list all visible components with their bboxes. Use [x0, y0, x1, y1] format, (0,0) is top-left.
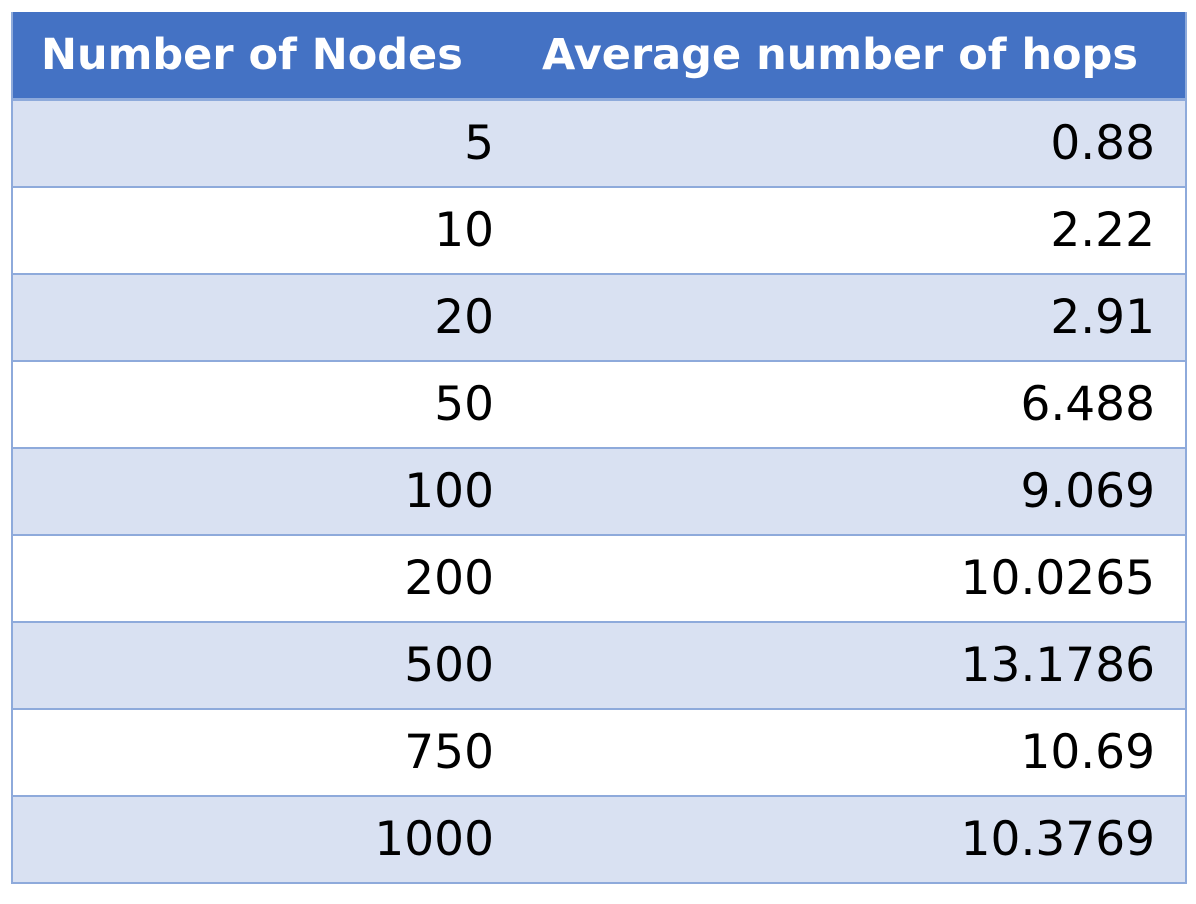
- cell-number-of-nodes: 10: [12, 187, 512, 275]
- cell-number-of-nodes: 500: [12, 622, 512, 710]
- cell-number-of-nodes: 50: [12, 361, 512, 449]
- table-row: 50 6.488: [12, 361, 1186, 449]
- cell-average-hops: 2.91: [512, 274, 1186, 362]
- cell-number-of-nodes: 200: [12, 535, 512, 623]
- cell-average-hops: 10.0265: [512, 535, 1186, 623]
- cell-number-of-nodes: 5: [12, 99, 512, 188]
- column-header-average-hops: Average number of hops: [512, 12, 1186, 101]
- column-header-number-of-nodes: Number of Nodes: [12, 12, 512, 101]
- table-row: 100 9.069: [12, 448, 1186, 536]
- cell-number-of-nodes: 20: [12, 274, 512, 362]
- cell-average-hops: 10.69: [512, 709, 1186, 797]
- data-table: Number of Nodes Average number of hops 5…: [11, 12, 1187, 884]
- table-row: 1000 10.3769: [12, 796, 1186, 883]
- table-row: 10 2.22: [12, 187, 1186, 275]
- cell-average-hops: 13.1786: [512, 622, 1186, 710]
- table-row: 20 2.91: [12, 274, 1186, 362]
- header-row: Number of Nodes Average number of hops: [12, 12, 1186, 101]
- cell-average-hops: 0.88: [512, 99, 1186, 188]
- cell-number-of-nodes: 750: [12, 709, 512, 797]
- table-row: 500 13.1786: [12, 622, 1186, 710]
- table-row: 200 10.0265: [12, 535, 1186, 623]
- cell-number-of-nodes: 100: [12, 448, 512, 536]
- cell-average-hops: 10.3769: [512, 796, 1186, 883]
- table-row: 750 10.69: [12, 709, 1186, 797]
- cell-number-of-nodes: 1000: [12, 796, 512, 883]
- table-row: 5 0.88: [12, 99, 1186, 188]
- cell-average-hops: 2.22: [512, 187, 1186, 275]
- cell-average-hops: 6.488: [512, 361, 1186, 449]
- cell-average-hops: 9.069: [512, 448, 1186, 536]
